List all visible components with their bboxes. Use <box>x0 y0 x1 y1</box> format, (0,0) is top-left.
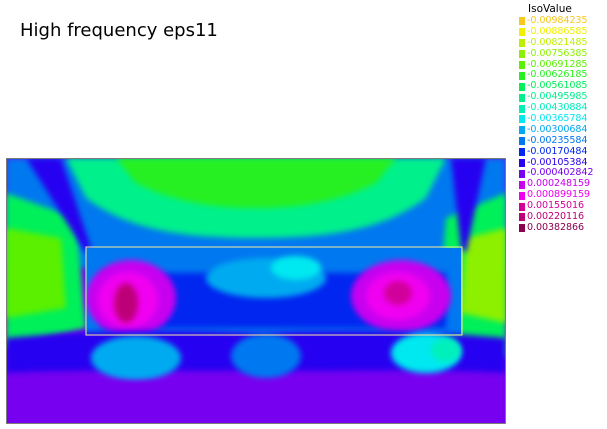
legend-entry: -0.00300684 <box>516 123 607 136</box>
lower-right-green <box>431 338 461 362</box>
legend-entry: -0.00430884 <box>516 102 607 114</box>
legend-swatch <box>519 28 525 37</box>
legend-label: -0.00235584 <box>527 134 588 146</box>
legend-swatch <box>519 82 525 91</box>
legend-swatch <box>519 169 525 178</box>
legend-swatch <box>519 50 525 59</box>
left-corner-funnel <box>26 158 91 253</box>
legend-label: -0.00886585 <box>527 25 588 37</box>
legend-entry: 0.000899159 <box>516 189 607 201</box>
legend-swatch <box>519 148 525 157</box>
legend-swatch <box>519 93 525 102</box>
right-corner-funnel <box>451 158 486 253</box>
legend-label: -0.000402842 <box>527 167 594 179</box>
isovalue-legend: IsoValue -0.00984235 -0.00886585 -0.008214… <box>516 3 607 234</box>
isovalue-field-plot <box>6 158 506 424</box>
legend-label: 0.000248159 <box>527 178 590 190</box>
legend-title: IsoValue <box>528 3 572 15</box>
legend-swatch <box>519 180 525 189</box>
legend-label: 0.00220116 <box>527 211 584 223</box>
legend-label: 0.00382866 <box>527 221 584 233</box>
legend-swatch <box>519 202 525 211</box>
legend-entry: 0.00220116 <box>516 211 607 223</box>
legend-label: -0.00626185 <box>527 69 588 81</box>
left-lime-lobe <box>6 228 66 318</box>
legend-swatch <box>519 224 525 233</box>
top-light-lobe <box>116 158 396 208</box>
plot-frame <box>6 158 506 424</box>
legend-entry: -0.00886585 <box>516 25 607 38</box>
legend-label: -0.00984235 <box>527 15 588 26</box>
legend-label: -0.00495985 <box>527 91 588 103</box>
legend-swatch <box>519 39 525 48</box>
plot-title: High frequency eps11 <box>20 20 218 41</box>
bottom-purple <box>6 383 506 424</box>
legend-entry: -0.00691285 <box>516 58 607 71</box>
legend-entry: 0.00382866 <box>516 221 607 234</box>
legend-entry: -0.00561085 <box>516 80 607 92</box>
legend-label: -0.00756385 <box>527 47 588 59</box>
lower-mid-lobe <box>231 334 301 378</box>
legend-swatch <box>519 61 525 69</box>
legend-entry: -0.00365784 <box>516 113 607 125</box>
legend-label: -0.00561085 <box>527 80 588 92</box>
legend-label: -0.00170484 <box>527 145 588 157</box>
legend-entries: -0.00984235 -0.00886585 -0.00821485 -0.0075… <box>516 15 607 234</box>
legend-swatch <box>519 159 525 168</box>
legend-label: -0.00105384 <box>527 156 588 168</box>
legend-entry: -0.00170484 <box>516 145 607 158</box>
legend-entry: -0.00756385 <box>516 47 607 60</box>
legend-label: 0.00155016 <box>527 200 584 212</box>
left-hotspot-core <box>114 283 138 323</box>
legend-swatch <box>519 213 525 222</box>
legend-label: -0.00821485 <box>527 36 588 48</box>
legend-swatch <box>519 191 525 200</box>
legend-entry: -0.00821485 <box>516 36 607 49</box>
legend-swatch <box>519 104 525 113</box>
legend-entry: -0.00235584 <box>516 134 607 147</box>
center-cyan-blob <box>271 256 321 280</box>
right-lime-lobe <box>461 228 506 323</box>
legend-swatch <box>519 17 525 26</box>
legend-swatch <box>519 137 525 146</box>
legend-label: -0.00691285 <box>527 58 588 70</box>
legend-entry: -0.000402842 <box>516 168 607 179</box>
lower-left-lobe <box>91 336 181 380</box>
inclusion-outline <box>85 246 463 336</box>
legend-entry: -0.00626185 <box>516 70 607 81</box>
legend-label: -0.00300684 <box>527 123 588 135</box>
legend-entry: 0.00155016 <box>516 200 607 212</box>
right-hotspot-core <box>384 281 412 305</box>
legend-swatch <box>519 126 525 135</box>
legend-entry: -0.00495985 <box>516 91 607 103</box>
legend-swatch <box>519 115 525 124</box>
legend-label: -0.00365784 <box>527 113 588 125</box>
legend-entry: -0.00984235 <box>516 15 607 27</box>
legend-entry: 0.000248159 <box>516 178 607 190</box>
legend-swatch <box>519 71 525 80</box>
legend-label: 0.000899159 <box>527 189 590 201</box>
legend-label: -0.00430884 <box>527 102 588 114</box>
legend-entry: -0.00105384 <box>516 156 607 169</box>
